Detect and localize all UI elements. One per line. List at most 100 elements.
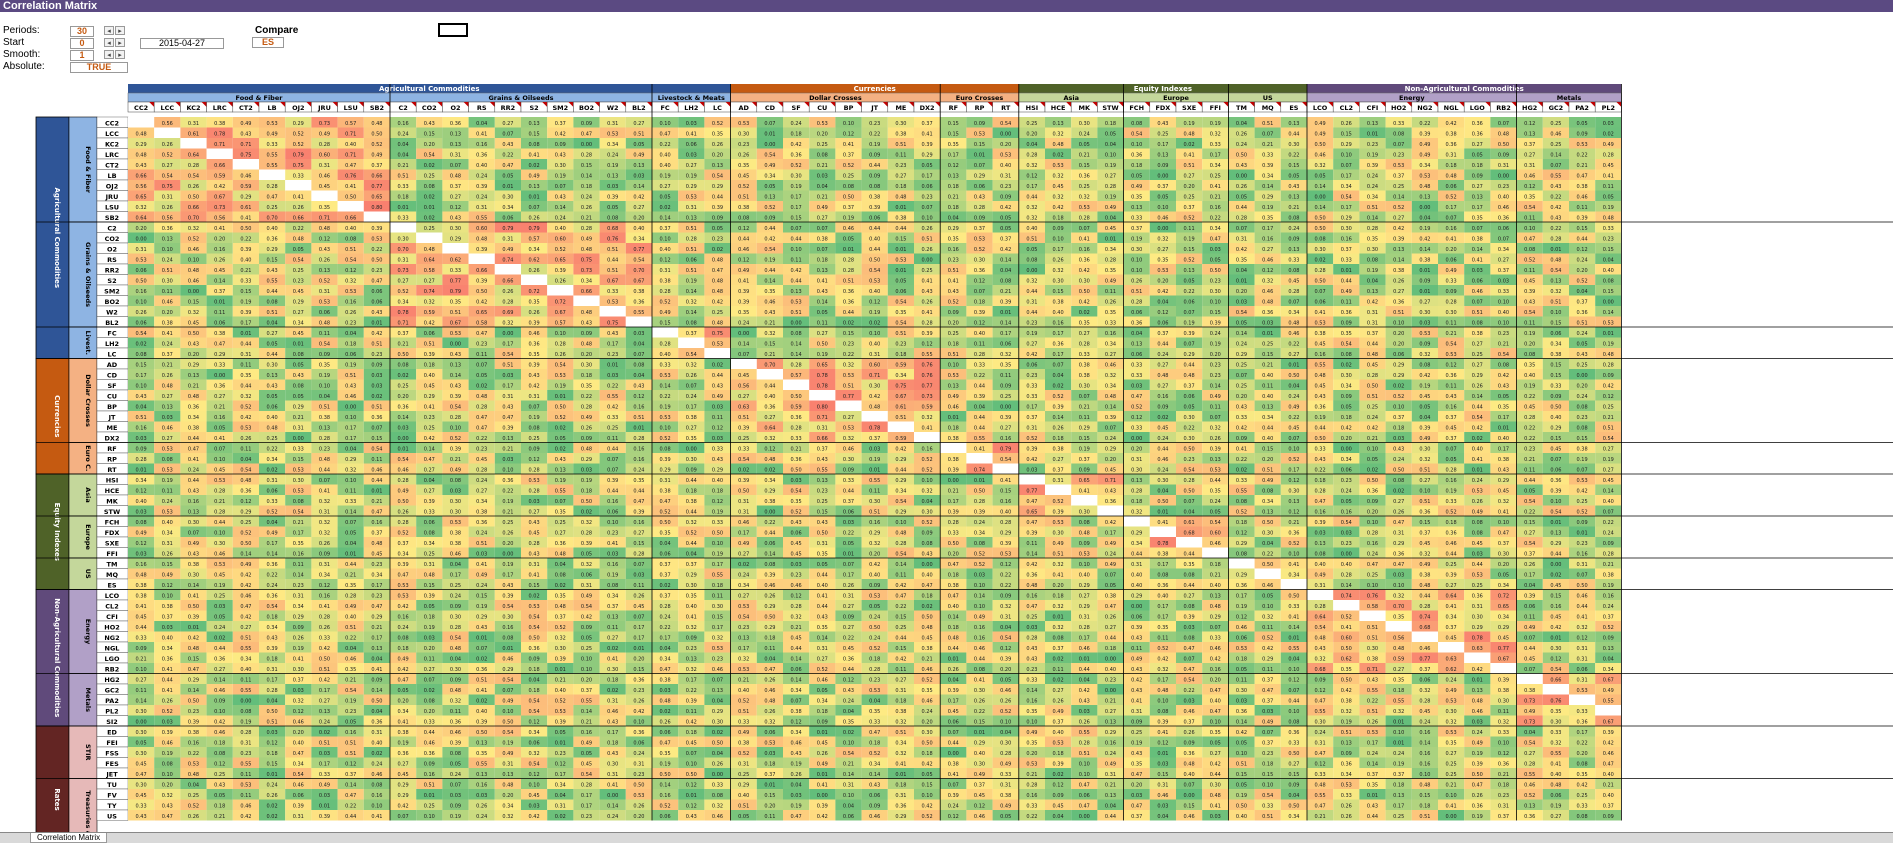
heatmap-cell[interactable] — [468, 253, 495, 265]
heatmap-cell-value: 0.36 — [791, 457, 802, 463]
heatmap-cell[interactable] — [259, 169, 286, 181]
absolute-field[interactable]: TRUE — [70, 62, 128, 73]
heatmap-cell-value: 0.09 — [1000, 384, 1011, 390]
heatmap-cell-value: 0.18 — [686, 489, 697, 495]
periods-label: Periods: — [3, 25, 40, 36]
heatmap-cell[interactable] — [180, 138, 207, 149]
heatmap-cell-value: 0.70 — [398, 247, 409, 253]
heatmap-cell-value: 0.30 — [502, 195, 513, 201]
periods-spin-down-icon[interactable]: ◂ — [104, 26, 114, 35]
heatmap-cell-value: 0.03 — [1236, 300, 1247, 306]
row-subgroup-label: Energy — [84, 619, 92, 645]
heatmap-cell-value: 0.50 — [1315, 226, 1326, 232]
smooth-spin-up-icon[interactable]: ▸ — [115, 50, 125, 59]
heatmap-cell-value: 0.70 — [267, 216, 278, 222]
heatmap-cell[interactable] — [363, 211, 390, 223]
heatmap-cell[interactable] — [861, 411, 888, 422]
heatmap-cell-value: 0.27 — [1498, 258, 1509, 264]
heatmap-cell-value: 0.31 — [869, 352, 880, 358]
selected-cell[interactable] — [438, 23, 468, 37]
heatmap-cell[interactable] — [783, 379, 810, 391]
heatmap-cell[interactable] — [1176, 537, 1203, 548]
heatmap-cell-value: 0.25 — [293, 268, 304, 274]
heatmap-cell[interactable] — [390, 222, 417, 233]
heatmap-cell[interactable] — [992, 463, 1019, 475]
heatmap-cell[interactable] — [547, 285, 574, 296]
periods-input[interactable]: 30 — [70, 26, 94, 37]
heatmap-cell[interactable] — [1045, 484, 1072, 496]
start-spin-up-icon[interactable]: ▸ — [115, 38, 125, 47]
heatmap-cell-value: 0.04 — [319, 394, 330, 400]
start-date-field[interactable]: 2015-04-27 — [140, 38, 224, 49]
heatmap-cell[interactable] — [809, 390, 836, 401]
heatmap-cell[interactable] — [285, 180, 312, 191]
heatmap-cell-value: 0.07 — [686, 384, 697, 390]
heatmap-cell[interactable] — [416, 232, 443, 244]
heatmap-cell[interactable] — [494, 264, 521, 275]
heatmap-cell[interactable] — [232, 159, 259, 170]
heatmap-cell-value: 0.48 — [1446, 174, 1457, 180]
heatmap-cell-value: 0.70 — [633, 268, 644, 274]
heatmap-cell[interactable] — [1123, 516, 1150, 527]
heatmap-cell[interactable] — [1097, 505, 1124, 517]
heatmap-cell[interactable] — [521, 274, 548, 286]
heatmap-cell[interactable] — [128, 117, 155, 128]
column-symbol: CT2 — [239, 104, 253, 112]
heatmap-cell[interactable] — [756, 369, 783, 380]
heatmap-cell[interactable] — [704, 348, 731, 359]
heatmap-cell-value: 0.54 — [712, 174, 723, 180]
heatmap-cell-value: 0.21 — [817, 163, 828, 169]
heatmap-cell-value: 0.02 — [1184, 142, 1195, 148]
heatmap-cell-value: 0.04 — [136, 405, 147, 411]
heatmap-cell-value: 0.20 — [398, 394, 409, 400]
heatmap-cell-value: 0.09 — [581, 436, 592, 442]
heatmap-cell-value: 0.06 — [1393, 352, 1404, 358]
heatmap-cell[interactable] — [599, 306, 626, 317]
heatmap-cell[interactable] — [940, 442, 967, 454]
heatmap-cell-value: 0.33 — [1550, 384, 1561, 390]
heatmap-cell[interactable] — [625, 316, 652, 328]
heatmap-cell-value: 0.37 — [1000, 237, 1011, 243]
heatmap-cell[interactable] — [154, 127, 181, 139]
heatmap-cell-value: 0.38 — [660, 279, 671, 285]
heatmap-cell-value: 0.26 — [922, 300, 933, 306]
heatmap-cell-value: 0.77 — [922, 384, 933, 390]
heatmap-cell-value: 0.28 — [1288, 289, 1299, 295]
heatmap-cell-value: 0.32 — [188, 226, 199, 232]
heatmap-cell-value: 0.21 — [581, 216, 592, 222]
heatmap-cell-value: 0.26 — [319, 541, 330, 547]
periods-spin-up-icon[interactable]: ▸ — [115, 26, 125, 35]
column-symbol: LCO — [1313, 104, 1328, 112]
heatmap-cell-value: 0.54 — [1341, 520, 1352, 526]
heatmap-cell[interactable] — [1149, 526, 1176, 538]
heatmap-cell[interactable] — [835, 400, 862, 412]
compare-field[interactable]: ES — [252, 37, 284, 48]
heatmap-cell-value: 0.28 — [555, 342, 566, 348]
heatmap-cell-value: 0.07 — [1577, 468, 1588, 474]
heatmap-cell[interactable] — [652, 327, 679, 338]
heatmap-cell-value: 0.47 — [371, 279, 382, 285]
heatmap-cell[interactable] — [1071, 495, 1098, 506]
heatmap-cell[interactable] — [1018, 474, 1045, 485]
smooth-input[interactable]: 1 — [70, 50, 94, 61]
heatmap-cell[interactable] — [730, 358, 757, 370]
heatmap-cell[interactable] — [206, 148, 233, 160]
start-input[interactable]: 0 — [70, 38, 94, 49]
heatmap-cell-value: 0.19 — [764, 258, 775, 264]
heatmap-cell[interactable] — [311, 190, 338, 202]
heatmap-cell[interactable] — [678, 337, 705, 349]
heatmap-cell[interactable] — [573, 295, 600, 307]
heatmap-cell[interactable] — [337, 201, 364, 212]
heatmap-cell-value: 0.42 — [1026, 457, 1037, 463]
heatmap-cell[interactable] — [966, 453, 993, 464]
heatmap-cell[interactable] — [442, 243, 469, 254]
heatmap-cell[interactable] — [914, 432, 941, 443]
start-spin-down-icon[interactable]: ◂ — [104, 38, 114, 47]
heatmap-cell-value: 0.47 — [581, 132, 592, 138]
smooth-spin-down-icon[interactable]: ◂ — [104, 50, 114, 59]
heatmap-cell[interactable] — [887, 421, 914, 433]
heatmap-cell-value: 0.44 — [895, 226, 906, 232]
heatmap-cell-value: 0.37 — [162, 352, 173, 358]
heatmap-cell-value: 0.28 — [1446, 468, 1457, 474]
heatmap-cell-value: 0.08 — [869, 184, 880, 190]
